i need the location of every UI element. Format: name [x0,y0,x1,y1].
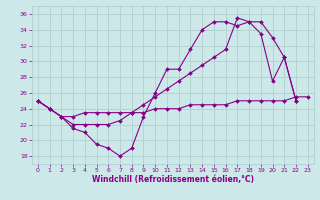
X-axis label: Windchill (Refroidissement éolien,°C): Windchill (Refroidissement éolien,°C) [92,175,254,184]
